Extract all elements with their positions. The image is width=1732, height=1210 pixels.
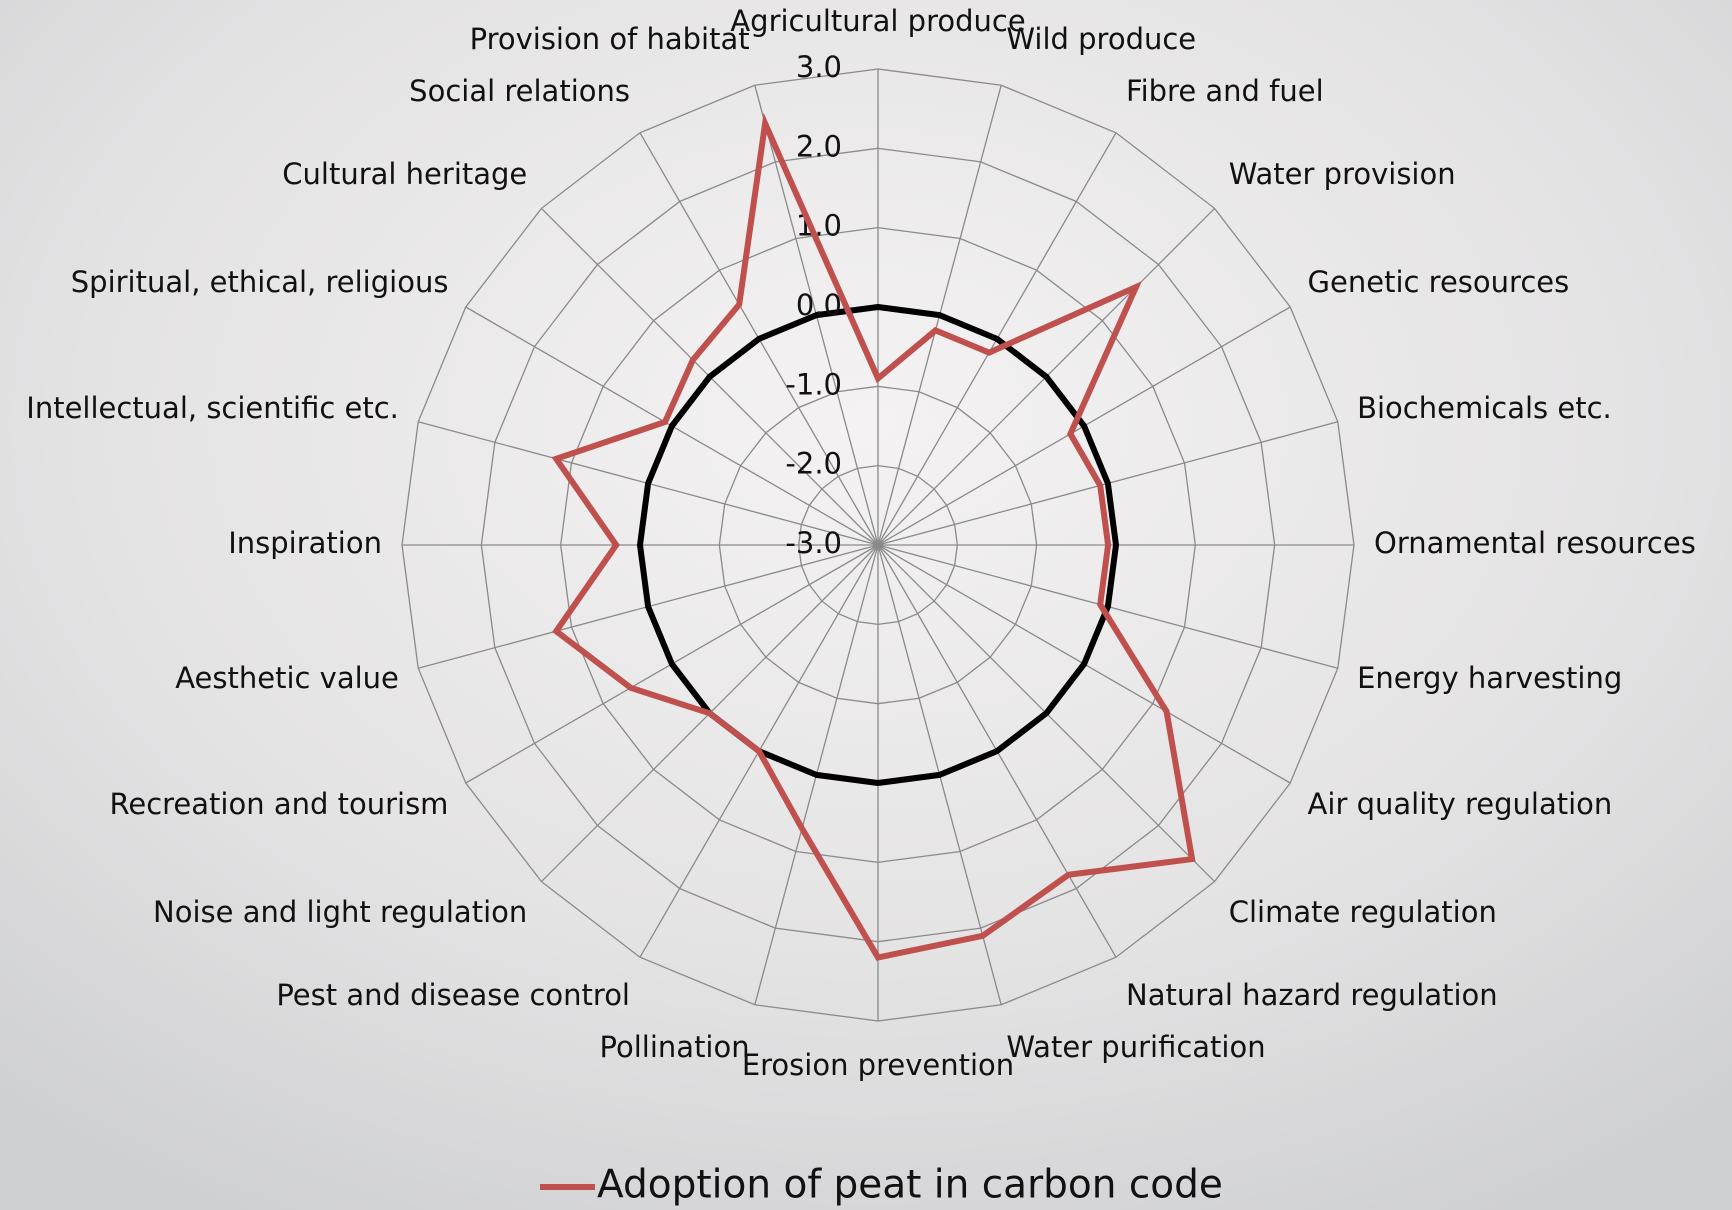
category-label: Air quality regulation: [1308, 787, 1613, 821]
category-label: Aesthetic value: [175, 661, 399, 695]
category-label: Inspiration: [228, 526, 382, 560]
category-label: Biochemicals etc.: [1357, 391, 1612, 425]
category-label: Genetic resources: [1308, 265, 1570, 299]
category-label: Fibre and fuel: [1126, 74, 1324, 108]
r-tick-label: 2.0: [796, 129, 842, 163]
r-tick-label: 0.0: [796, 288, 842, 322]
r-tick-label: 3.0: [796, 50, 842, 84]
background: [0, 0, 1732, 1210]
category-label: Wild produce: [1006, 22, 1196, 56]
category-label: Social relations: [409, 74, 630, 108]
page: -3.0-2.0-1.00.01.02.03.0Agricultural pro…: [0, 0, 1732, 1210]
category-label: Agricultural produce: [730, 4, 1025, 38]
category-label: Pollination: [600, 1030, 750, 1064]
chart: -3.0-2.0-1.00.01.02.03.0Agricultural pro…: [0, 0, 1732, 1210]
category-label: Natural hazard regulation: [1126, 978, 1498, 1012]
category-label: Cultural heritage: [282, 157, 527, 191]
category-label: Climate regulation: [1229, 895, 1497, 929]
category-label: Intellectual, scientific etc.: [26, 391, 399, 425]
category-label: Noise and light regulation: [153, 895, 527, 929]
r-tick-label: -1.0: [785, 367, 842, 401]
category-label: Recreation and tourism: [110, 787, 449, 821]
r-tick-label: -3.0: [785, 526, 842, 560]
r-tick-label: -2.0: [785, 447, 842, 481]
category-label: Water provision: [1229, 157, 1456, 191]
category-label: Energy harvesting: [1357, 661, 1622, 695]
category-label: Ornamental resources: [1374, 526, 1696, 560]
category-label: Provision of habitat: [470, 22, 750, 56]
category-label: Water purification: [1006, 1030, 1265, 1064]
legend-label: Adoption of peat in carbon code: [597, 1163, 1223, 1208]
category-label: Spiritual, ethical, religious: [71, 265, 449, 299]
category-label: Pest and disease control: [276, 978, 630, 1012]
category-label: Erosion prevention: [742, 1048, 1014, 1082]
